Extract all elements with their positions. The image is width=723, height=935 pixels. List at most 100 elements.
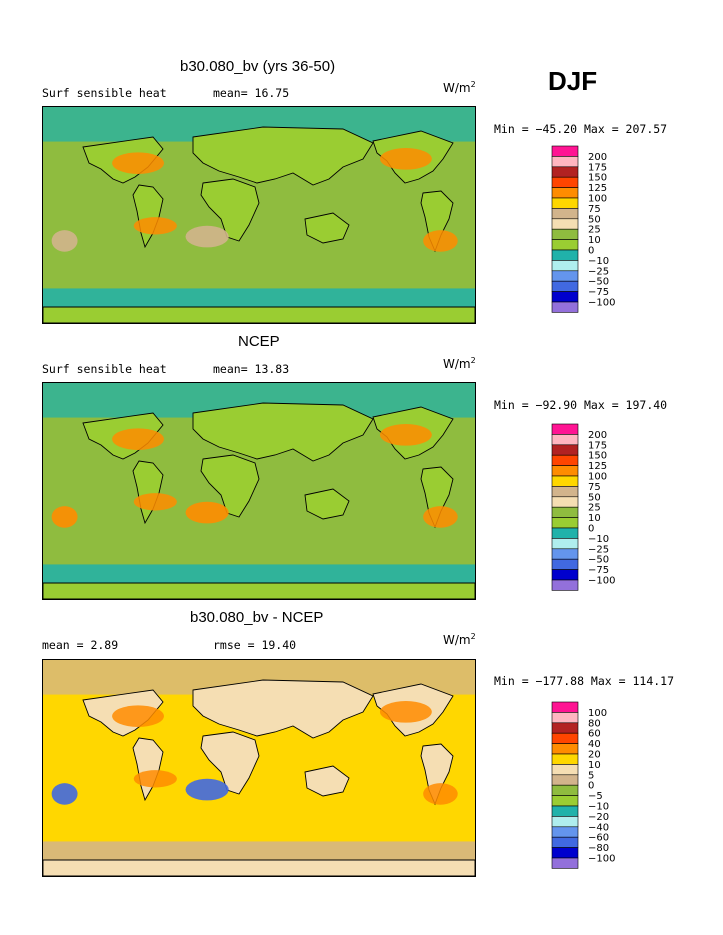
colorbar-swatch xyxy=(551,836,579,848)
colorbar-level-label: −75 xyxy=(588,287,609,298)
colorbar-swatch xyxy=(551,538,579,550)
colorbar-swatch xyxy=(551,166,579,178)
heat-flux-maximum xyxy=(379,148,432,170)
colorbar-swatch xyxy=(551,187,579,199)
continent-outline xyxy=(304,765,350,797)
panel-2-variable: Surf sensible heat xyxy=(42,362,167,376)
colorbar-level-label: 125 xyxy=(588,183,607,194)
panel-3-map xyxy=(42,659,476,877)
colorbar-level-label: 100 xyxy=(588,708,607,719)
panel-3-mean: mean = 2.89 xyxy=(42,638,119,652)
colorbar-swatch xyxy=(551,260,579,272)
colorbar-level-label: −50 xyxy=(588,277,609,288)
colorbar-level-label: 150 xyxy=(588,451,607,462)
colorbar-swatch xyxy=(551,496,579,508)
colorbar-swatch xyxy=(551,270,579,282)
colorbar-level-label: −80 xyxy=(588,843,609,854)
colorbar-swatch xyxy=(551,743,579,755)
panel-1-minmax: Min = −45.20 Max = 207.57 xyxy=(494,122,668,136)
panel-2-title: NCEP xyxy=(238,333,280,350)
continent-outline xyxy=(43,306,475,323)
colorbar-swatch xyxy=(551,156,579,168)
colorbar-swatch xyxy=(551,826,579,838)
colorbar-level-label: 25 xyxy=(588,503,601,514)
colorbar-level-label: 125 xyxy=(588,461,607,472)
continent-outline xyxy=(200,454,260,518)
colorbar-swatch xyxy=(551,434,579,446)
colorbar-swatch xyxy=(551,816,579,828)
colorbar-level-label: 200 xyxy=(588,430,607,441)
colorbar-level-label: −20 xyxy=(588,812,609,823)
colorbar-swatch xyxy=(551,228,579,240)
colorbar-swatch xyxy=(551,197,579,209)
colorbar-level-label: 0 xyxy=(588,524,594,535)
heat-flux-maximum xyxy=(423,783,458,805)
colorbar-level-label: 25 xyxy=(588,225,601,236)
heat-flux-maximum xyxy=(379,424,432,446)
colorbar-level-label: 0 xyxy=(588,246,594,257)
colorbar-level-label: 175 xyxy=(588,162,607,173)
colorbar-level-label: −10 xyxy=(588,802,609,813)
colorbar-level-label: 100 xyxy=(588,194,607,205)
colorbar-level-label: 5 xyxy=(588,770,594,781)
colorbar-swatch xyxy=(551,764,579,776)
heat-flux-maximum xyxy=(133,217,177,235)
colorbar-swatch xyxy=(551,527,579,539)
colorbar-swatch xyxy=(551,579,579,591)
colorbar-swatch xyxy=(551,239,579,251)
desert-region xyxy=(185,225,229,248)
colorbar-level-label: 80 xyxy=(588,718,601,729)
colorbar-swatch xyxy=(551,218,579,230)
continent-outline xyxy=(132,460,164,525)
panel-3-colorbar: 100 80 60 40 20 10 5 0 −5 −10 −20 −40 −60 −80 −100 xyxy=(551,701,642,878)
colorbar-level-label: 0 xyxy=(588,781,594,792)
panel-1-colorbar: 200 175 150 125 100 75 50 25 10 0 −10 −25 −50 −75 −100 xyxy=(551,145,642,322)
panel-1-variable: Surf sensible heat xyxy=(42,86,167,100)
colorbar-level-label: 75 xyxy=(588,482,601,493)
panel-1-mean: mean= 16.75 xyxy=(213,86,290,100)
colorbar-swatch xyxy=(551,712,579,724)
colorbar-swatch xyxy=(551,732,579,744)
colorbar-swatch xyxy=(551,857,579,869)
desert-region xyxy=(51,230,78,252)
colorbar-level-label: −25 xyxy=(588,266,609,277)
heat-flux-maximum xyxy=(112,428,164,450)
heat-flux-maximum xyxy=(379,701,432,723)
continent-outline xyxy=(304,488,350,520)
colorbar-level-label: 75 xyxy=(588,204,601,215)
heat-flux-maximum xyxy=(423,230,458,252)
colorbar-swatch xyxy=(551,208,579,220)
colorbar-level-label: −5 xyxy=(588,791,603,802)
colorbar-swatch xyxy=(551,176,579,188)
colorbar-swatch xyxy=(551,475,579,487)
colorbar-swatch xyxy=(551,517,579,529)
colorbar-level-label: −100 xyxy=(588,854,615,865)
colorbar-swatch xyxy=(551,444,579,456)
colorbar-level-label: 50 xyxy=(588,214,601,225)
colorbar-swatch xyxy=(551,722,579,734)
panel-1-units: W/m2 xyxy=(443,80,476,95)
heat-flux-maximum xyxy=(133,493,177,511)
colorbar-level-label: 10 xyxy=(588,760,601,771)
panel-3-rmse: rmse = 19.40 xyxy=(213,638,297,652)
season-label: DJF xyxy=(548,66,598,96)
desert-region xyxy=(51,783,78,805)
colorbar-swatch xyxy=(551,280,579,292)
colorbar-swatch xyxy=(551,795,579,807)
panel-1-map xyxy=(42,106,476,324)
colorbar-swatch xyxy=(551,291,579,303)
colorbar-level-label: −60 xyxy=(588,833,609,844)
colorbar-level-label: −100 xyxy=(588,576,615,587)
colorbar-level-label: 20 xyxy=(588,750,601,761)
panel-2-mean: mean= 13.83 xyxy=(213,362,290,376)
colorbar-swatch xyxy=(551,145,579,157)
colorbar-level-label: −40 xyxy=(588,822,609,833)
panel-2-colorbar: 200 175 150 125 100 75 50 25 10 0 −10 −25 −50 −75 −100 xyxy=(551,423,642,600)
panel-2-map xyxy=(42,382,476,600)
colorbar-level-label: −10 xyxy=(588,534,609,545)
heat-flux-maximum xyxy=(423,506,458,528)
panel-1-title: b30.080_bv (yrs 36-50) xyxy=(180,58,336,75)
desert-region xyxy=(185,778,229,801)
colorbar-level-label: 200 xyxy=(588,152,607,163)
colorbar-level-label: 50 xyxy=(588,492,601,503)
